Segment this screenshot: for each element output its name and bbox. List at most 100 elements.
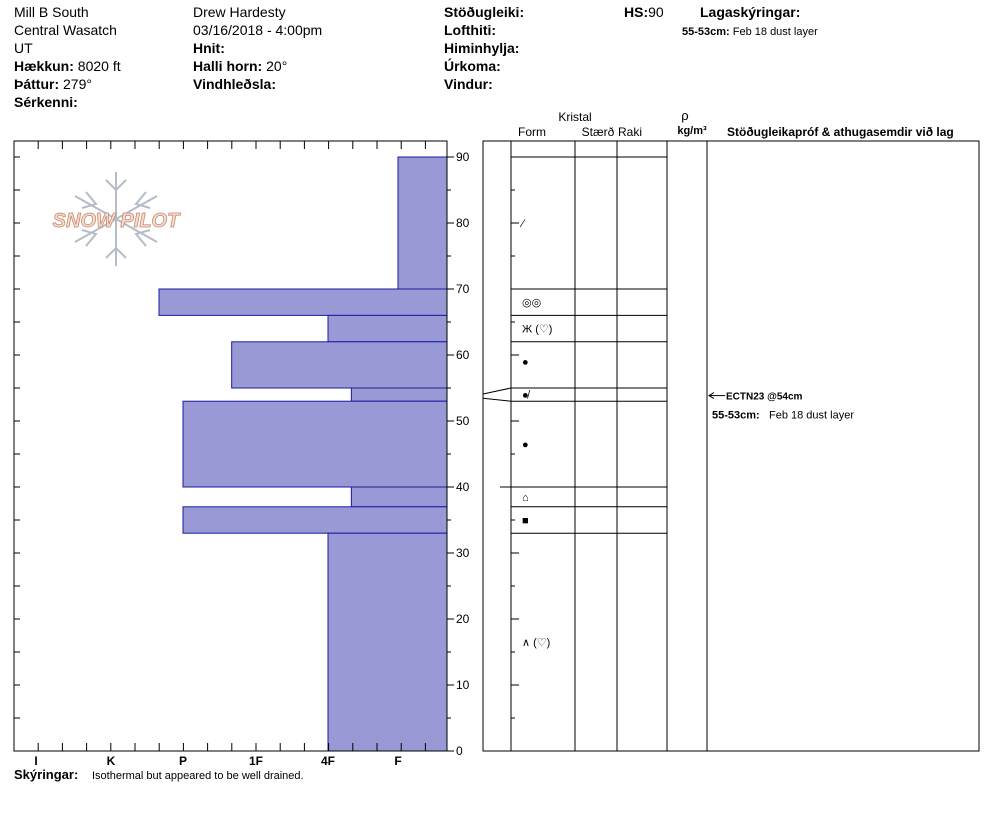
wind-loading-label: Vindhleðsla: <box>193 76 276 92</box>
sky-label: Himinhylja: <box>444 40 520 56</box>
features: Sérkenni: <box>14 93 78 111</box>
arrow-icon <box>708 392 715 400</box>
grain-form-symbol: ■ <box>522 515 529 527</box>
notes-text: Isothermal but appeared to be well drain… <box>92 770 304 782</box>
table-depth-ticks <box>511 156 519 752</box>
grain-form-symbol: ● <box>522 439 529 451</box>
boundary-connector <box>482 387 512 395</box>
layer-notes-title: Lagaskýringar: <box>700 4 801 20</box>
hardness-bar <box>327 532 448 752</box>
hardness-tick-label: P <box>179 754 187 768</box>
observation-datetime: 03/16/2018 - 4:00pm <box>193 22 323 38</box>
grain-form-symbols: ⁄ ◎◎ Ж (♡) ● ●̸ ● ⌂ ■ ∧ (♡) <box>519 218 552 649</box>
stability-tests: ECTN23 @54cm 55-53cm: Feb 18 dust layer <box>708 392 854 422</box>
hardness-bar <box>397 156 448 290</box>
observer-name: Drew Hardesty <box>193 4 286 20</box>
hardness-tick-label: F <box>394 754 401 768</box>
hardness-bar <box>182 400 448 488</box>
grain-form-symbol: ● <box>522 357 529 369</box>
depth-tick-label: 80 <box>456 216 470 230</box>
grain-form-symbol: ⌂ <box>522 492 529 504</box>
depth-tick-label: 50 <box>456 414 470 428</box>
sky-cover: Himinhylja: <box>444 39 519 57</box>
depth-tick-label: 20 <box>456 612 470 626</box>
notes-label: Skýringar: <box>14 767 78 782</box>
slope-angle: Halli horn: 20° <box>193 57 287 75</box>
hardness-bar <box>350 486 448 508</box>
grain-form-symbol: Ж (♡) <box>522 324 552 336</box>
hardness-tick-label: 4F <box>321 754 335 768</box>
tests-header: Stöðugleikapróf & athugasemdir við lag <box>727 125 954 139</box>
hardness-bar <box>231 341 448 389</box>
hardness-bars <box>158 156 448 752</box>
grain-form-symbol: ∧ (♡) <box>522 637 550 649</box>
hardness-bar <box>158 288 448 316</box>
layer-table-frame <box>482 140 980 752</box>
depth-tick-label: 0 <box>456 744 463 758</box>
hardness-tick-label: 1F <box>249 754 263 768</box>
form-header: Form <box>518 125 546 139</box>
air-temperature: Lofthiti: <box>444 21 496 39</box>
depth-tick-label: 30 <box>456 546 470 560</box>
moisture-header: Raki <box>618 125 642 139</box>
depth-axis: 0 10 20 30 40 50 60 70 80 90 <box>14 150 470 758</box>
hardness-bar <box>350 387 448 402</box>
hardness-axis: F 4F 1F P K I <box>13 141 426 768</box>
location-name: Mill B South <box>14 4 89 20</box>
wind: Vindur: <box>444 75 493 93</box>
grain-form-symbol: ●̸ <box>522 390 531 402</box>
layer-note-text: Feb 18 dust layer <box>732 26 818 38</box>
precipitation: Úrkoma: <box>444 57 501 75</box>
slope-value: 20° <box>266 58 288 74</box>
state: UT <box>14 40 33 56</box>
mountain-range: Central Wasatch <box>14 22 117 38</box>
hardness-tick-label: K <box>107 754 116 768</box>
aspect-label: Þáttur: <box>14 76 60 92</box>
stability-label: Stöðugleiki: <box>444 4 525 20</box>
coordinates: Hnit: <box>193 39 225 57</box>
snowpilot-logo: SNOW PILOT <box>52 172 182 266</box>
hs-label: HS: <box>624 4 649 20</box>
hardness-bar <box>182 506 448 534</box>
layer-note-range: 55-53cm: <box>682 26 730 38</box>
annotation-range: 55-53cm: <box>712 410 760 422</box>
layer-table: ⁄ ◎◎ Ж (♡) ● ●̸ ● ⌂ ■ ∧ (♡) ECTN23 @54cm 55-53cm:… <box>482 140 980 752</box>
aspect-value: 279° <box>63 76 92 92</box>
depth-tick-label: 90 <box>456 150 470 164</box>
annotation-text: Feb 18 dust layer <box>769 410 854 422</box>
grain-form-symbol: ◎◎ <box>522 297 541 309</box>
depth-tick-label: 10 <box>456 678 470 692</box>
grain-form-symbol: ⁄ <box>519 218 526 230</box>
coordinates-label: Hnit: <box>193 40 225 56</box>
wind-loading: Vindhleðsla: <box>193 75 276 93</box>
stability: Stöðugleiki: <box>444 3 524 21</box>
hardness-plot-frame <box>13 140 448 752</box>
elevation-value: 8020 ft <box>77 58 121 74</box>
precip-label: Úrkoma: <box>444 58 501 74</box>
boundary-connector <box>482 397 512 402</box>
elevation: Hækkun: 8020 ft <box>14 57 121 75</box>
snowflake-icon <box>74 172 158 266</box>
density-unit: kg/m³ <box>677 125 707 137</box>
elevation-label: Hækkun: <box>14 58 74 74</box>
slope-label: Halli horn: <box>193 58 263 74</box>
test-label: ECTN23 @54cm <box>726 392 803 403</box>
layer-note: 55-53cm: Feb 18 dust layer <box>682 23 818 41</box>
hs-value: 90 <box>648 4 664 20</box>
crystal-header: Kristal <box>558 110 591 124</box>
hardness-tick-label: I <box>34 754 37 768</box>
density-symbol: ρ <box>681 108 688 123</box>
depth-tick-label: 70 <box>456 282 470 296</box>
air-temp-label: Lofthiti: <box>444 22 497 38</box>
wind-label: Vindur: <box>444 76 493 92</box>
depth-tick-label: 40 <box>456 480 470 494</box>
layer-rows <box>482 156 667 534</box>
hardness-bar <box>327 314 448 343</box>
logo-text: SNOW PILOT <box>53 210 181 232</box>
size-header: Stærð <box>582 125 615 139</box>
snow-height: HS:90 <box>624 3 664 21</box>
depth-tick-label: 60 <box>456 348 470 362</box>
features-label: Sérkenni: <box>14 94 78 110</box>
aspect: Þáttur: 279° <box>14 75 92 93</box>
